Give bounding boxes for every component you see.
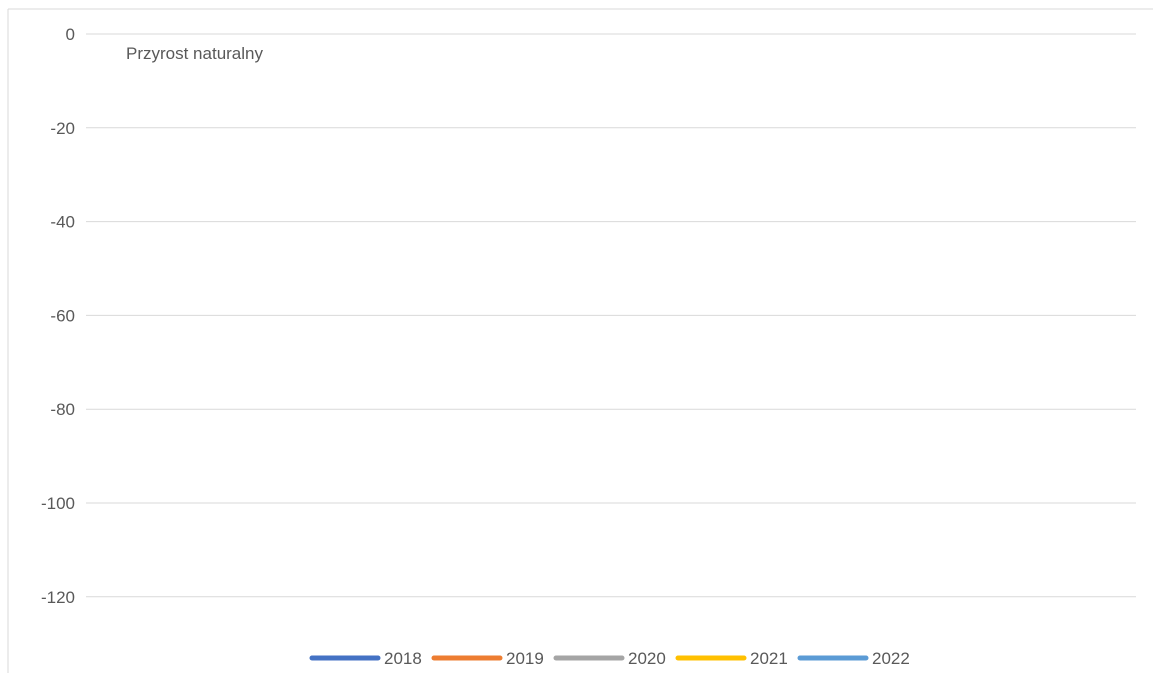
y-tick-label-5: -100 xyxy=(41,494,75,513)
legend-label-2021: 2021 xyxy=(750,649,788,668)
legend-item-2021: 2021 xyxy=(675,649,788,668)
y-tick-label-0: 0 xyxy=(66,25,75,44)
legend: 2018 2019 2020 2021 2022 xyxy=(309,649,910,668)
y-tick-labels: 0 -20 -40 -60 -80 -100 -120 xyxy=(41,25,75,607)
legend-item-2022: 2022 xyxy=(797,649,910,668)
y-tick-label-6: -120 xyxy=(41,588,75,607)
legend-label-2020: 2020 xyxy=(628,649,666,668)
legend-item-2020: 2020 xyxy=(553,649,666,668)
y-tick-label-1: -20 xyxy=(50,119,75,138)
chart-title: Przyrost naturalny xyxy=(126,44,263,63)
y-tick-label-3: -60 xyxy=(50,306,75,325)
gridlines xyxy=(86,33,1136,598)
y-tick-label-2: -40 xyxy=(50,213,75,232)
legend-item-2018: 2018 xyxy=(309,649,422,668)
legend-label-2018: 2018 xyxy=(384,649,422,668)
legend-item-2019: 2019 xyxy=(431,649,544,668)
legend-label-2022: 2022 xyxy=(872,649,910,668)
legend-label-2019: 2019 xyxy=(506,649,544,668)
y-tick-label-4: -80 xyxy=(50,400,75,419)
